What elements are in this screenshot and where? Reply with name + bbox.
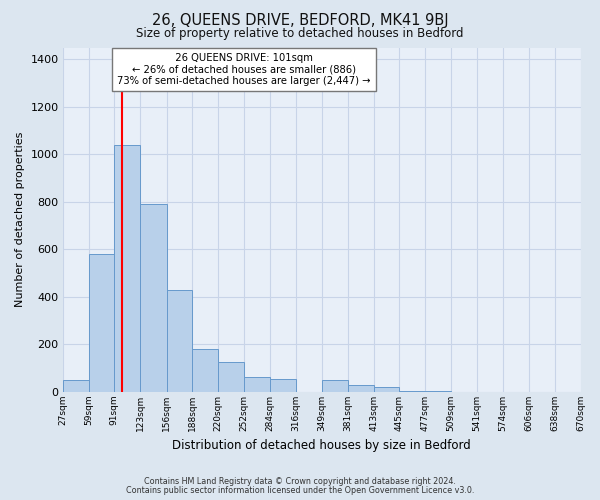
Text: 26 QUEENS DRIVE: 101sqm  
← 26% of detached houses are smaller (886)
73% of semi: 26 QUEENS DRIVE: 101sqm ← 26% of detache… bbox=[117, 52, 371, 86]
Bar bbox=[167, 290, 193, 392]
Bar bbox=[244, 376, 270, 392]
Bar bbox=[89, 254, 115, 392]
Bar bbox=[425, 391, 451, 392]
Bar bbox=[322, 380, 348, 392]
Bar bbox=[115, 145, 140, 392]
Bar bbox=[193, 349, 218, 392]
Bar bbox=[374, 388, 400, 392]
Text: Contains HM Land Registry data © Crown copyright and database right 2024.: Contains HM Land Registry data © Crown c… bbox=[144, 477, 456, 486]
Text: Size of property relative to detached houses in Bedford: Size of property relative to detached ho… bbox=[136, 28, 464, 40]
Y-axis label: Number of detached properties: Number of detached properties bbox=[15, 132, 25, 308]
Bar bbox=[218, 362, 244, 392]
Text: Contains public sector information licensed under the Open Government Licence v3: Contains public sector information licen… bbox=[126, 486, 474, 495]
Bar bbox=[140, 204, 167, 392]
X-axis label: Distribution of detached houses by size in Bedford: Distribution of detached houses by size … bbox=[172, 440, 471, 452]
Bar bbox=[270, 379, 296, 392]
Bar bbox=[63, 380, 89, 392]
Text: 26, QUEENS DRIVE, BEDFORD, MK41 9BJ: 26, QUEENS DRIVE, BEDFORD, MK41 9BJ bbox=[152, 12, 448, 28]
Bar bbox=[400, 391, 425, 392]
Bar bbox=[348, 385, 374, 392]
